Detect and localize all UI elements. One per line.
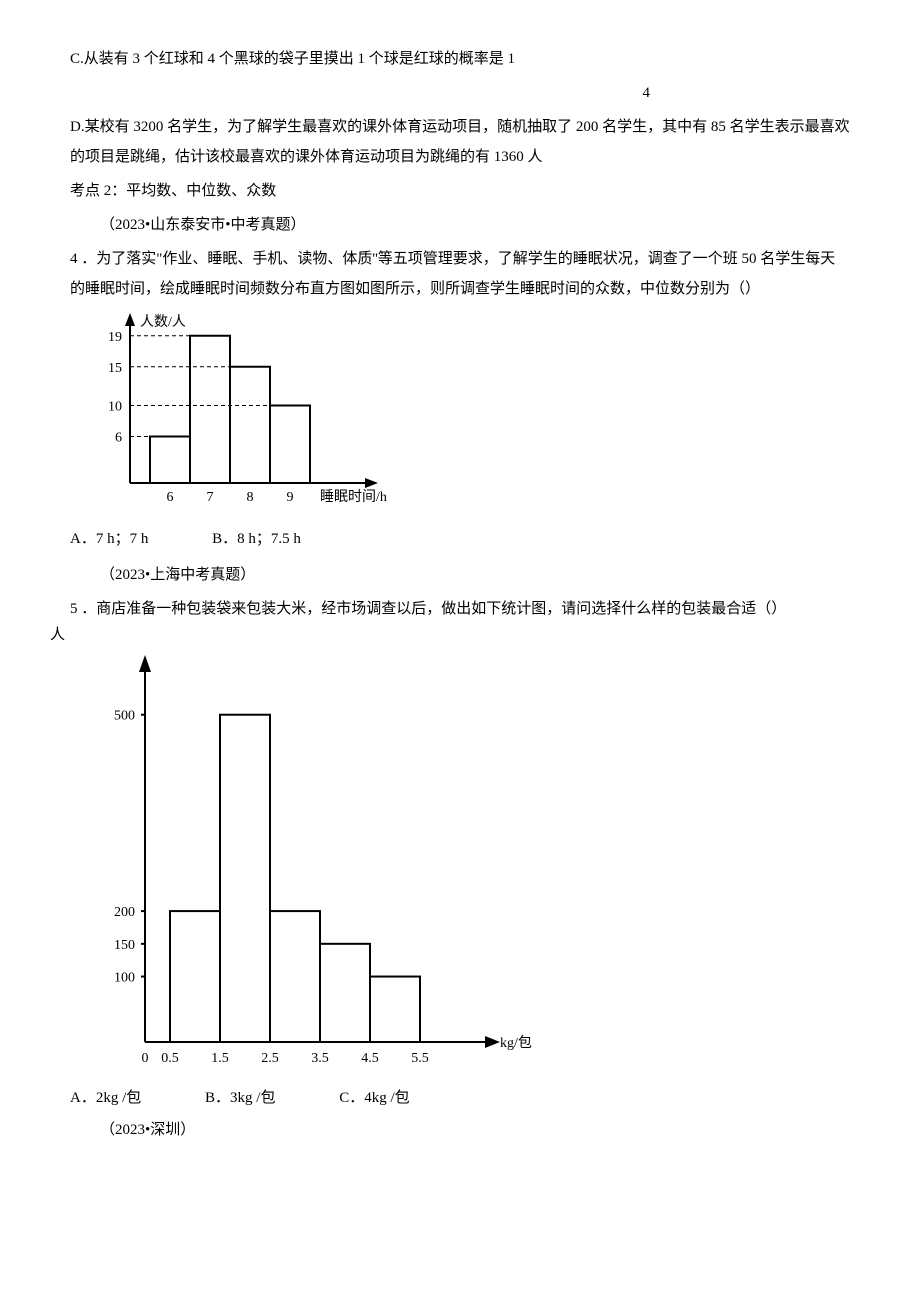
q4-number: 4	[70, 251, 78, 267]
svg-text:19: 19	[108, 330, 122, 345]
q5-option-b: B．3kg /包	[205, 1083, 275, 1113]
svg-text:8: 8	[247, 490, 254, 505]
q4-option-b: B．8 h；7.5 h	[212, 524, 301, 554]
svg-text:10: 10	[108, 400, 122, 415]
q5-histogram: 100 150 200 500 0 0.5 1.5 2.5 3.5 4.5 5.5 kg/包	[70, 647, 550, 1077]
svg-text:3.5: 3.5	[311, 1051, 329, 1066]
source-3: （2023•深圳）	[70, 1115, 850, 1145]
svg-text:6: 6	[115, 431, 122, 446]
svg-text:0.5: 0.5	[161, 1051, 179, 1066]
svg-text:2.5: 2.5	[261, 1051, 279, 1066]
q4-histogram: 人数/人 6 10 15 19 6 7 8 9 睡眠时间/h	[70, 308, 390, 518]
option-d: D.某校有 3200 名学生，为了解学生最喜欢的课外体育运动项目，随机抽取了 2…	[70, 112, 850, 172]
svg-text:4.5: 4.5	[361, 1051, 379, 1066]
q5-text: ．商店准备一种包装袋来包装大米，经市场调查以后，做出如下统计图，请问选择什么样的…	[81, 601, 786, 617]
page-number: 4	[70, 78, 850, 108]
question-4: 4 ．为了落实"作业、睡眠、手机、读物、体质''等五项管理要求，了解学生的睡眠状…	[70, 244, 850, 304]
svg-text:睡眠时间/h: 睡眠时间/h	[320, 489, 387, 505]
source-1: （2023•山东泰安市•中考真题）	[70, 210, 850, 240]
svg-text:200: 200	[114, 905, 135, 920]
svg-text:100: 100	[114, 971, 135, 986]
q5-ylabel: 人	[50, 628, 850, 643]
svg-text:150: 150	[114, 938, 135, 953]
svg-text:5.5: 5.5	[411, 1051, 429, 1066]
source-2: （2023•上海中考真题）	[70, 560, 850, 590]
question-5: 5 ．商店准备一种包装袋来包装大米，经市场调查以后，做出如下统计图，请问选择什么…	[70, 594, 850, 624]
svg-text:6: 6	[167, 490, 174, 505]
svg-text:500: 500	[114, 709, 135, 724]
svg-text:0: 0	[142, 1051, 149, 1066]
q4-option-a: A．7 h；7 h	[70, 524, 148, 554]
q5-options: A．2kg /包 B．3kg /包 C．4kg /包	[70, 1083, 850, 1113]
q5-option-c: C．4kg /包	[339, 1083, 409, 1113]
kaodian-2: 考点 2：平均数、中位数、众数	[70, 176, 850, 206]
q5-number: 5	[70, 601, 78, 617]
q4-text: ．为了落实"作业、睡眠、手机、读物、体质''等五项管理要求，了解学生的睡眠状况，…	[70, 251, 835, 297]
svg-text:9: 9	[287, 490, 294, 505]
svg-text:人数/人: 人数/人	[140, 314, 186, 330]
svg-text:7: 7	[207, 490, 214, 505]
q5-option-a: A．2kg /包	[70, 1083, 141, 1113]
option-c: C.从装有 3 个红球和 4 个黑球的袋子里摸出 1 个球是红球的概率是 1	[70, 44, 850, 74]
svg-text:1.5: 1.5	[211, 1051, 229, 1066]
q4-options: A．7 h；7 h B．8 h；7.5 h	[70, 524, 850, 554]
svg-text:kg/包: kg/包	[500, 1035, 532, 1051]
svg-text:15: 15	[108, 361, 122, 376]
